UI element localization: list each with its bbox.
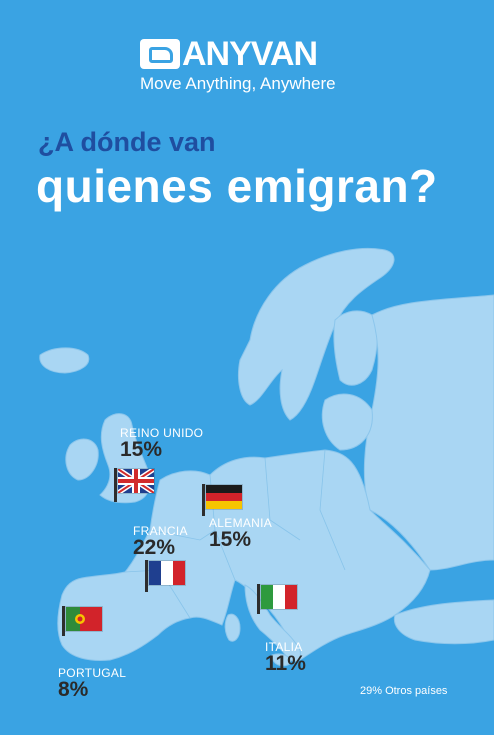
van-icon <box>140 39 180 69</box>
country-percent-portugal: 8% <box>58 678 89 701</box>
country-percent-italy: 11% <box>265 652 306 675</box>
map-sardinia <box>224 613 241 642</box>
brand-tagline: Move Anything, Anywhere <box>140 74 336 93</box>
map-east <box>363 294 494 571</box>
map-sicily <box>271 653 291 667</box>
brand-name: ANYVAN <box>182 35 318 73</box>
country-percent-germany: 15% <box>209 528 252 551</box>
country-label-uk: REINO UNIDO <box>120 426 204 440</box>
uk-flag-icon <box>117 468 155 494</box>
france-flag-icon <box>148 560 186 586</box>
headline-line-1: ¿A dónde van <box>38 127 216 157</box>
country-percent-france: 22% <box>133 536 176 559</box>
flag-pole <box>257 584 260 614</box>
flag-pole <box>202 484 205 516</box>
map-borders <box>124 449 346 619</box>
germany-flag-icon <box>205 484 243 510</box>
italy-flag-icon <box>260 584 298 610</box>
brand-logo: ANYVAN <box>140 36 330 72</box>
country-label-germany: ALEMANIA <box>209 516 273 530</box>
others-note: 29% Otros países <box>360 685 448 697</box>
map-scandinavia <box>237 247 395 421</box>
map-iceland <box>39 347 90 374</box>
map-turkey <box>393 599 494 645</box>
country-label-france: FRANCIA <box>133 524 188 538</box>
headline-line-2: quienes emigran? <box>36 160 438 212</box>
country-percent-uk: 15% <box>120 438 163 461</box>
flag-pole <box>114 468 117 502</box>
map-continent <box>57 449 431 661</box>
flag-pole <box>145 560 148 592</box>
map-ireland <box>65 438 99 481</box>
country-label-italy: ITALIA <box>265 640 303 654</box>
map-finland <box>333 310 378 386</box>
map-baltics <box>321 393 373 451</box>
flag-pole <box>62 606 65 636</box>
country-label-portugal: PORTUGAL <box>58 666 127 680</box>
portugal-flag-icon <box>65 606 103 632</box>
